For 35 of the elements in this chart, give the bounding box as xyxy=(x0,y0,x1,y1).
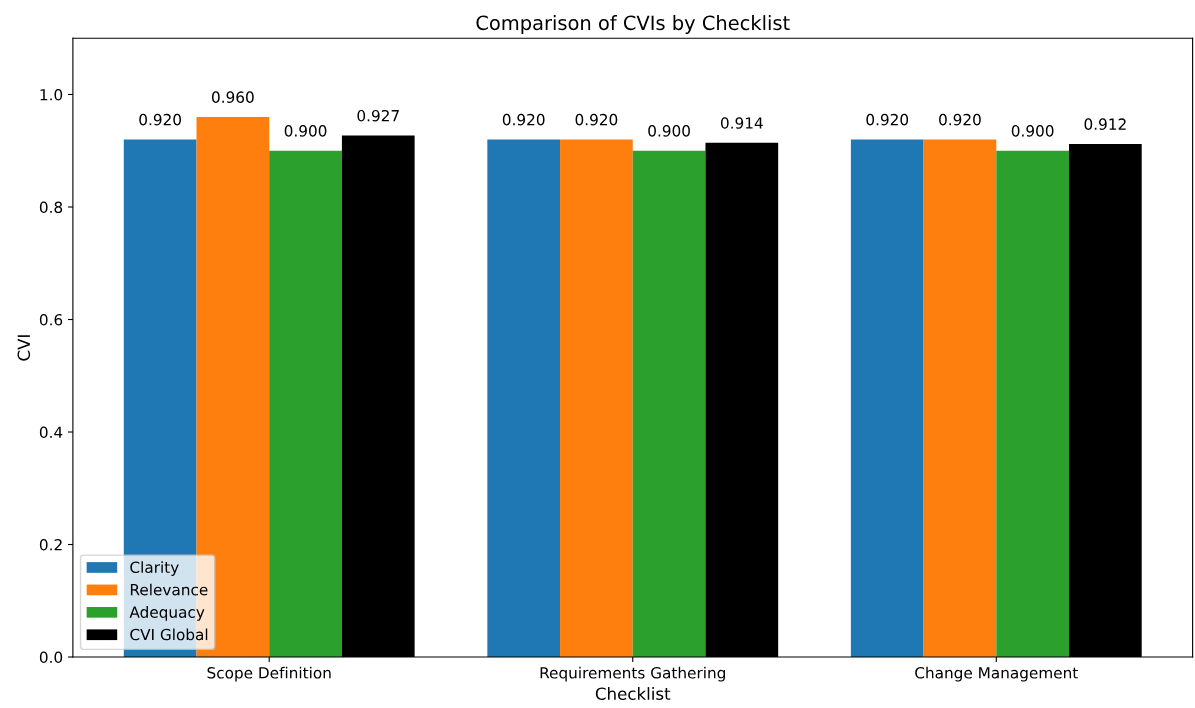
data-label: 0.920 xyxy=(575,113,618,126)
data-label: 0.920 xyxy=(502,113,545,126)
legend-label: Clarity xyxy=(130,561,179,576)
y-tick-label: 0.0 xyxy=(39,651,63,664)
bar xyxy=(269,150,342,658)
bar xyxy=(632,150,706,658)
x-tick-label: Requirements Gathering xyxy=(540,666,725,682)
y-axis-title: CVI xyxy=(17,335,31,361)
x-tick-label: Scope Definition xyxy=(207,666,331,682)
y-tick-label: 0.8 xyxy=(39,201,63,214)
data-label: 0.900 xyxy=(648,125,690,137)
bar xyxy=(850,139,924,658)
legend-label: Relevance xyxy=(130,583,208,596)
data-label: 0.927 xyxy=(357,109,399,122)
data-label: 0.914 xyxy=(720,117,763,129)
bar xyxy=(996,150,1070,658)
bar xyxy=(923,139,997,658)
data-label: 0.920 xyxy=(139,113,181,126)
y-tick-label: 0.6 xyxy=(39,313,63,326)
y-tick-label: 0.4 xyxy=(39,426,63,439)
bar xyxy=(487,139,561,658)
chart-title: Comparison of CVIs by Checklist xyxy=(476,15,790,34)
data-label: 0.960 xyxy=(211,91,254,103)
data-label: 0.900 xyxy=(284,125,327,137)
data-label: 0.920 xyxy=(939,113,981,126)
data-label: 0.900 xyxy=(1011,125,1054,137)
data-label: 0.920 xyxy=(866,113,909,126)
data-label: 0.912 xyxy=(1084,118,1126,130)
legend-label: CVI Global xyxy=(130,628,208,641)
y-tick-label: 1.0 xyxy=(40,88,63,101)
legend-label: Adequacy xyxy=(129,606,205,621)
x-axis-title: Checklist xyxy=(595,687,671,700)
y-tick-label: 0.2 xyxy=(39,538,62,551)
x-tick-label: Change Management xyxy=(915,666,1078,682)
bar xyxy=(560,139,633,658)
